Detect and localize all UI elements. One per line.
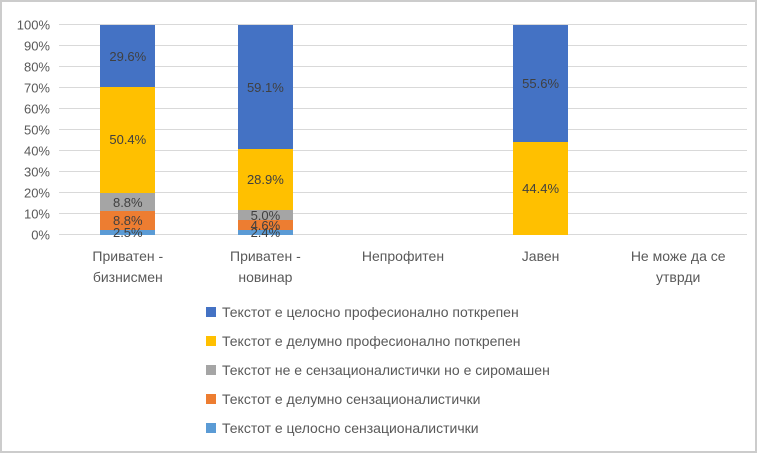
y-axis-tick-label: 90% [23, 38, 50, 54]
bar-segment: 2.4% [237, 226, 293, 239]
y-axis-tick-label: 10% [23, 206, 50, 222]
gridline [59, 108, 747, 109]
data-label: 44.4% [522, 180, 560, 196]
data-label: 50.4% [109, 132, 147, 148]
stacked-bar: 2.4% 4.6% 5.0% 28.9% 59.1% [237, 25, 293, 239]
gridline [59, 150, 747, 151]
stacked-bar: 2.5% 8.8% 8.8% 50.4% 29.6% [100, 25, 156, 239]
legend-label: Текстот е целосно професионално поткрепе… [222, 304, 519, 320]
bar-segment: 28.9% [237, 149, 293, 210]
legend: Текстот е целосно професионално поткрепе… [206, 305, 550, 450]
x-axis: Приватен - бизнисмен Приватен - новинар Не… [59, 246, 747, 288]
bar-segment: 50.4% [100, 87, 156, 193]
data-label: 4.6% [250, 217, 281, 233]
bar-segment: 4.6% [237, 217, 293, 233]
y-axis-tick-label: 80% [23, 59, 50, 75]
y-axis-tick-label: 60% [23, 101, 50, 117]
gridline [59, 24, 747, 25]
legend-item: Текстот е целосно сензационалистички [206, 421, 550, 435]
gridline [59, 129, 747, 130]
y-axis: 0% 10% 20% 30% 40% 50% 60% 70% 80% 90% 100% [2, 18, 50, 243]
legend-label: Текстот е делумно сензационалистички [222, 391, 481, 407]
data-label: 8.8% [112, 213, 143, 229]
gridline [59, 171, 747, 172]
y-axis-tick-label: 100% [16, 17, 50, 33]
bars-container: 2.5% 8.8% 8.8% 50.4% 29.6% 2.4% 4.6% 5.0% 28.9% 5… [59, 25, 747, 239]
legend-item: Текстот е целосно професионално поткрепе… [206, 305, 550, 319]
category-slot: 2.4% 4.6% 5.0% 28.9% 59.1% [197, 25, 335, 239]
data-label: 28.9% [246, 171, 284, 187]
data-label: 2.5% [112, 224, 143, 240]
legend-label: Текстот е делумно професионално поткрепе… [222, 333, 521, 349]
category-slot: 2.5% 8.8% 8.8% 50.4% 29.6% [59, 25, 197, 239]
gridline [59, 66, 747, 67]
x-axis-label: Приватен - новинар [230, 248, 301, 285]
category-slot: 44.4% 55.6% [472, 25, 610, 235]
gridline [59, 213, 747, 214]
data-label: 55.6% [522, 75, 560, 91]
plot-area: 2.5% 8.8% 8.8% 50.4% 29.6% 2.4% 4.6% 5.0% 28.9% 5… [59, 24, 747, 239]
legend-swatch [206, 423, 216, 433]
bar-segment: 55.6% [513, 25, 569, 142]
y-axis-tick-label: 70% [23, 80, 50, 96]
stacked-bar [651, 25, 706, 235]
bar-segment: 8.8% [100, 211, 156, 230]
category-slot [609, 25, 747, 235]
legend-swatch [206, 365, 216, 375]
gridline [59, 87, 747, 88]
gridline [59, 234, 747, 235]
y-axis-tick-label: 0% [31, 227, 50, 243]
legend-item: Текстот е делумно сензационалистички [206, 392, 550, 406]
legend-item: Текстот не е сензационалистички но е сир… [206, 363, 550, 377]
y-axis-tick-label: 50% [23, 122, 50, 138]
legend-item: Текстот е делумно професионално поткрепе… [206, 334, 550, 348]
gridline [59, 192, 747, 193]
stacked-bar [375, 25, 430, 235]
category-slot [334, 25, 472, 235]
y-axis-tick-label: 30% [23, 164, 50, 180]
legend-label: Текстот е целосно сензационалистички [222, 420, 479, 436]
bar-segment: 59.1% [237, 25, 293, 150]
data-label: 29.6% [109, 48, 147, 64]
bar-segment: 5.0% [237, 207, 293, 223]
stacked-bar: 44.4% 55.6% [513, 25, 569, 235]
data-label: 5.0% [250, 207, 281, 223]
x-axis-label: Приватен - бизнисмен [92, 248, 164, 285]
bar-segment: 8.8% [100, 192, 156, 212]
legend-label: Текстот не е сензационалистички но е сир… [222, 362, 550, 378]
bar-segment: 2.5% [100, 226, 156, 239]
x-axis-label: Не може да се утврди [630, 248, 726, 285]
legend-swatch [206, 336, 216, 346]
data-label: 2.4% [250, 224, 281, 240]
bar-segment: 29.6% [100, 25, 156, 88]
legend-swatch [206, 394, 216, 404]
x-axis-label: Јавен [521, 248, 560, 264]
y-axis-tick-label: 40% [23, 143, 50, 159]
gridline [59, 45, 747, 46]
x-axis-label: Непрофитен [361, 248, 445, 264]
data-label: 8.8% [112, 194, 143, 210]
legend-swatch [206, 307, 216, 317]
data-label: 59.1% [246, 79, 284, 95]
bar-segment: 44.4% [513, 141, 569, 235]
y-axis-tick-label: 20% [23, 185, 50, 201]
